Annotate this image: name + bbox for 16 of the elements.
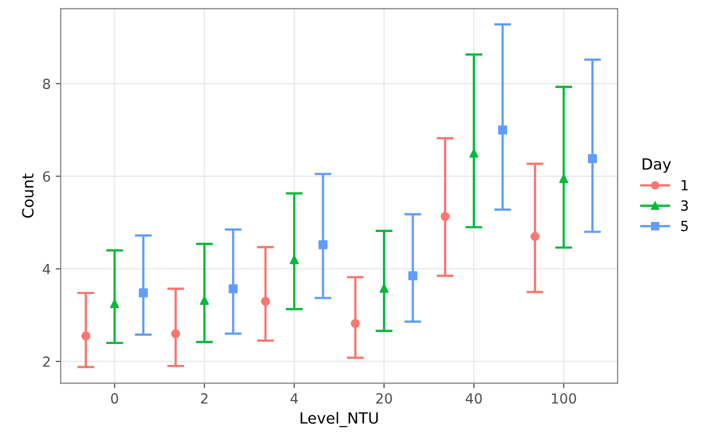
x-tick-label: 0: [111, 393, 118, 404]
y-tick-label: 6: [43, 171, 50, 182]
x-tick-label: 40: [466, 393, 482, 404]
x-tick-label: 4: [290, 393, 298, 404]
x-tick-label: 2: [201, 393, 208, 404]
x-tick-label: 20: [376, 393, 392, 404]
y-tick-label: 8: [43, 78, 50, 90]
y-axis-title: Count: [22, 174, 34, 218]
x-axis-title: Level_NTU: [300, 412, 378, 428]
y-tick-label: 4: [42, 264, 50, 274]
legend-label: 1: [682, 180, 688, 190]
legend-label: 5: [681, 220, 688, 232]
x-tick-label: 100: [552, 393, 576, 404]
legend-label: 3: [681, 200, 688, 211]
y-tick-label: 2: [43, 356, 50, 367]
legend-title: Day: [642, 158, 671, 173]
